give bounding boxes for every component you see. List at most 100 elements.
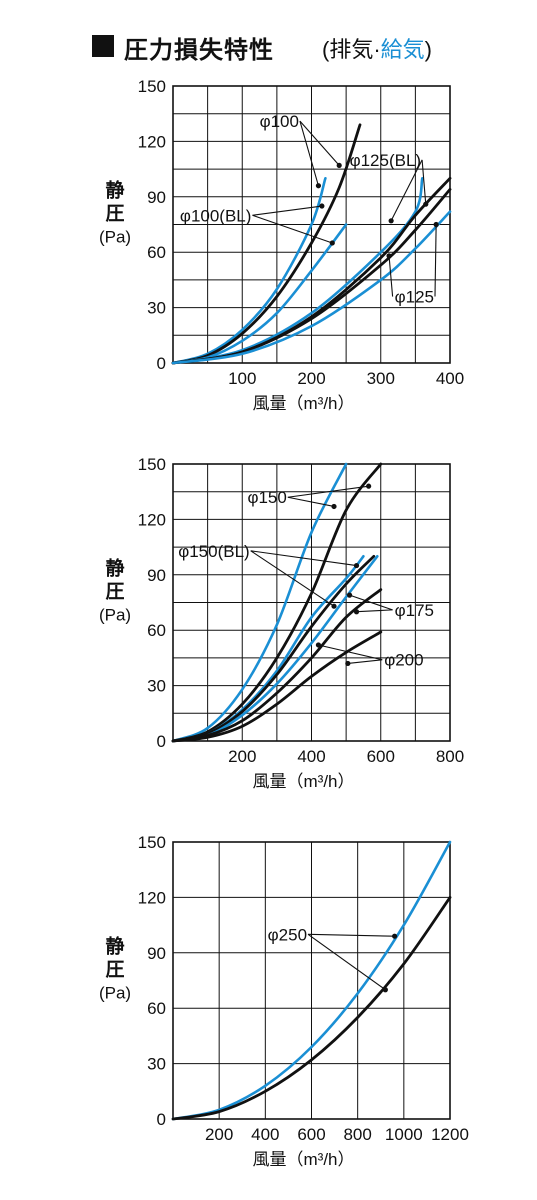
leader-line (299, 120, 340, 166)
leader-line (287, 485, 369, 498)
x-tick-label: 200 (228, 747, 256, 766)
series-line-exhaust (171, 630, 383, 743)
leader-line (308, 933, 395, 937)
plot-frame (172, 85, 451, 364)
leader-dot (331, 603, 337, 609)
x-tick-label: 800 (436, 747, 464, 766)
black-square-icon (92, 35, 114, 57)
subtitle-paren-close: ) (424, 37, 432, 62)
y-tick-label: 120 (138, 132, 166, 151)
subtitle-exhaust: 排気· (329, 37, 381, 62)
y-tick-label: 30 (147, 677, 166, 696)
series-line-supply (171, 210, 452, 365)
y-tick-label: 60 (147, 621, 166, 640)
leader-dot (315, 642, 322, 648)
leader-dot (353, 562, 360, 569)
y-tick-label: 90 (147, 566, 166, 585)
annotation-label: φ150 (247, 488, 286, 507)
annotation: φ175 (346, 592, 434, 620)
series-line-exhaust (171, 588, 383, 743)
y-tick-label: 150 (138, 77, 166, 96)
leader-line (250, 550, 357, 567)
x-tick-label: 100 (228, 369, 256, 388)
leader-line (287, 496, 335, 508)
y-tick-label: 150 (138, 455, 166, 474)
leader-line (356, 609, 393, 613)
leader-dot (345, 660, 351, 667)
subtitle-supply: 給気 (380, 37, 425, 62)
annotation-label: φ125(BL) (350, 151, 422, 170)
y-axis-label: 静 (105, 935, 124, 958)
leader-line (347, 659, 383, 664)
y-tick-label: 120 (138, 888, 166, 907)
y-tick-label: 30 (147, 299, 166, 318)
y-axis-label: 圧 (105, 204, 124, 225)
annotation-label: φ125 (395, 288, 434, 307)
y-axis-label: (Pa) (99, 228, 131, 247)
annotation-label: φ150(BL) (178, 542, 250, 561)
y-axis-label: 圧 (105, 582, 124, 603)
x-axis-label: 風量（m³/h） (253, 394, 355, 413)
leader-line (250, 550, 335, 607)
annotation: φ150(BL) (178, 542, 360, 609)
annotation-label: φ100 (260, 112, 299, 131)
series-line-exhaust (171, 123, 362, 365)
y-tick-label: 60 (147, 999, 166, 1018)
series-group (171, 462, 383, 743)
annotation: φ125 (386, 221, 439, 307)
leader-dot (433, 221, 439, 228)
x-tick-label: 200 (297, 369, 325, 388)
y-axis-label: 静 (105, 557, 124, 580)
leader-dot (336, 162, 342, 169)
subtitle-paren-open: ( (322, 37, 330, 62)
annotation-label: φ100(BL) (180, 206, 252, 225)
leader-dot (386, 253, 392, 259)
leader-line (390, 159, 423, 222)
y-tick-label: 30 (147, 1055, 166, 1074)
page-title: 圧力損失特性 (124, 37, 274, 64)
annotation: φ100 (260, 112, 342, 189)
series-line-exhaust (171, 188, 452, 365)
page-subtitle: (排気·給気) (322, 32, 432, 64)
y-tick-label: 0 (157, 1110, 166, 1129)
x-tick-label: 200 (205, 1125, 233, 1144)
x-axis-label: 風量（m³/h） (253, 1150, 355, 1169)
leader-dot (388, 218, 394, 224)
series-line-supply (171, 177, 327, 365)
page-header: 圧力損失特性 (排気·給気) (92, 30, 522, 66)
y-tick-label: 0 (157, 732, 166, 751)
leader-line (434, 224, 437, 297)
series-line-supply (171, 462, 348, 743)
annotation-label: φ250 (268, 925, 307, 944)
leader-dot (423, 201, 429, 207)
annotation: φ100(BL) (180, 203, 335, 246)
series-line-supply (171, 177, 424, 365)
annotation: φ125(BL) (350, 151, 429, 224)
annotation-label: φ175 (395, 601, 434, 620)
series-line-exhaust (171, 896, 452, 1121)
chart-2: 0 30 60 90 120 150 200 400 600 800 風量（m³/h） 静圧 (Pa) φ… (99, 455, 464, 791)
y-tick-label: 120 (138, 510, 166, 529)
y-tick-label: 150 (138, 833, 166, 852)
leader-dot (329, 240, 335, 246)
x-tick-label: 1200 (431, 1125, 469, 1144)
x-tick-label: 1000 (385, 1125, 423, 1144)
leader-line (252, 205, 322, 216)
leader-dot (331, 503, 337, 510)
series-line-exhaust (171, 554, 376, 743)
series-group (171, 123, 452, 365)
leader-line (299, 120, 319, 186)
plot-frame (172, 841, 451, 1120)
leader-line (252, 214, 333, 244)
leader-dot (392, 933, 398, 939)
x-tick-label: 400 (297, 747, 325, 766)
y-tick-label: 0 (157, 354, 166, 373)
leader-line (318, 644, 383, 661)
leader-dot (346, 592, 353, 598)
annotation: φ250 (268, 925, 398, 993)
y-tick-label: 90 (147, 188, 166, 207)
x-tick-label: 400 (251, 1125, 279, 1144)
leader-line (388, 255, 394, 297)
leader-dot (319, 203, 325, 209)
